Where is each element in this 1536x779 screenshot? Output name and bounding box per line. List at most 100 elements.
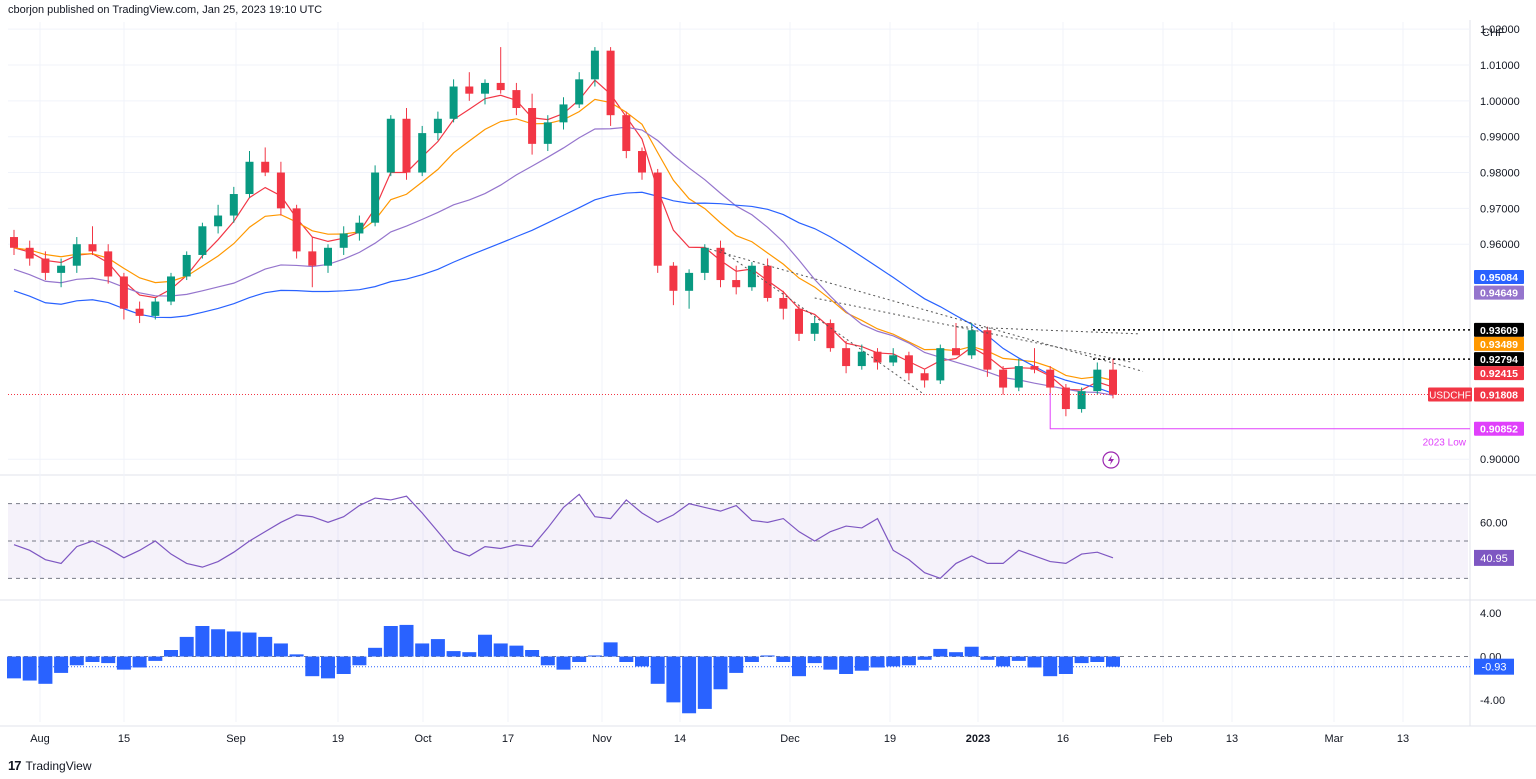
sma_purple-line bbox=[13, 126, 1114, 396]
candle-down bbox=[528, 108, 537, 144]
candle-down bbox=[292, 208, 301, 252]
price-label-value: 0.92415 bbox=[1480, 368, 1518, 380]
macd-histogram-bar bbox=[179, 636, 194, 657]
macd-histogram-bar bbox=[415, 643, 430, 657]
currency-label: CHF bbox=[1482, 27, 1505, 39]
macd-histogram-bar bbox=[540, 656, 555, 666]
macd-histogram-bar bbox=[101, 656, 116, 664]
candle-down bbox=[795, 308, 803, 334]
candle-up bbox=[1093, 369, 1102, 392]
price-label-value: 0.95084 bbox=[1480, 272, 1518, 284]
macd-histogram-bar bbox=[446, 651, 461, 657]
price-label-box bbox=[1474, 387, 1524, 402]
candle-down bbox=[904, 355, 913, 374]
price-label-box bbox=[1474, 322, 1524, 337]
time-tick-label: 15 bbox=[118, 733, 130, 745]
macd-histogram-bar bbox=[116, 656, 131, 670]
candle-up bbox=[889, 355, 898, 363]
candle-down bbox=[135, 308, 144, 316]
macd-histogram-bar bbox=[996, 656, 1011, 667]
candle-up bbox=[57, 265, 66, 273]
candle-up bbox=[418, 133, 427, 173]
trendline bbox=[720, 249, 925, 396]
macd-histogram-bar bbox=[7, 656, 21, 679]
candle-down bbox=[308, 251, 317, 266]
macd-histogram-bar bbox=[666, 656, 681, 703]
time-tick-label: Aug bbox=[30, 733, 50, 745]
price-tick-label: 0.98000 bbox=[1480, 168, 1520, 180]
macd-histogram-bar bbox=[85, 656, 100, 662]
time-tick-label: Feb bbox=[1154, 733, 1173, 745]
candle-up bbox=[245, 161, 254, 195]
macd-histogram-bar bbox=[305, 656, 320, 677]
macd-histogram-bar bbox=[336, 656, 351, 674]
macd-histogram-bar bbox=[744, 656, 759, 662]
macd-histogram-bar bbox=[69, 656, 84, 666]
macd-histogram-bar bbox=[462, 652, 477, 657]
time-tick-label: 17 bbox=[502, 733, 514, 745]
candle-down bbox=[716, 247, 725, 281]
time-tick-label: 2023 bbox=[966, 733, 990, 745]
tradingview-brand: TradingView bbox=[25, 758, 92, 773]
macd-value-box bbox=[1474, 658, 1514, 675]
macd-histogram-bar bbox=[697, 656, 712, 709]
candle-up bbox=[324, 247, 332, 266]
candle-up bbox=[685, 272, 694, 291]
macd-histogram-bar bbox=[713, 656, 728, 690]
tradingview-logo[interactable]: 17 TradingView bbox=[8, 758, 92, 773]
macd-histogram-bar bbox=[289, 654, 304, 657]
macd-histogram-bar bbox=[258, 636, 273, 657]
candle-up bbox=[355, 222, 364, 234]
macd-histogram-bar bbox=[399, 624, 414, 657]
macd-histogram-bar bbox=[273, 643, 288, 657]
candle-down bbox=[261, 161, 270, 173]
candle-up bbox=[810, 323, 819, 334]
price-label-value: 0.93489 bbox=[1480, 339, 1518, 351]
macd-histogram-bar bbox=[430, 639, 445, 657]
macd-histogram-bar bbox=[132, 656, 147, 668]
price-label-value: 0.90852 bbox=[1480, 424, 1518, 436]
candle-down bbox=[25, 247, 34, 259]
macd-histogram-bar bbox=[1090, 656, 1105, 662]
macd-histogram-bar bbox=[368, 647, 383, 657]
candle-up bbox=[449, 86, 458, 119]
macd-histogram-bar bbox=[1058, 656, 1073, 674]
candle-down bbox=[920, 373, 929, 381]
macd-histogram-bar bbox=[635, 656, 649, 667]
macd-histogram-bar bbox=[933, 648, 948, 657]
macd-histogram-bar bbox=[226, 631, 241, 657]
macd-histogram-bar bbox=[22, 656, 37, 681]
candle-down bbox=[763, 265, 772, 298]
candle-up bbox=[857, 351, 866, 367]
candle-down bbox=[104, 251, 113, 277]
price-tick-label: 0.96000 bbox=[1480, 239, 1520, 251]
rsi-line bbox=[13, 493, 1114, 580]
candle-up bbox=[339, 233, 348, 248]
candle-down bbox=[496, 82, 505, 91]
macd-histogram-bar bbox=[964, 646, 979, 657]
candle-up bbox=[481, 82, 489, 94]
time-tick-label: 19 bbox=[884, 733, 896, 745]
candle-down bbox=[622, 115, 631, 152]
macd-histogram-bar bbox=[949, 652, 963, 657]
macd-histogram-bar bbox=[807, 656, 822, 664]
macd-histogram-bar bbox=[54, 656, 69, 673]
trendline bbox=[814, 297, 1134, 363]
trendline bbox=[704, 247, 1144, 372]
year-low-line bbox=[1049, 392, 1470, 430]
event-lightning-icon bbox=[1102, 451, 1120, 469]
macd-histogram-bar bbox=[352, 656, 367, 666]
macd-histogram-bar bbox=[195, 626, 210, 657]
macd-tick-label: 4.00 bbox=[1480, 608, 1501, 620]
candle-down bbox=[873, 351, 882, 363]
macd-histogram-bar bbox=[1106, 656, 1120, 667]
candle-up bbox=[151, 301, 160, 316]
candle-up bbox=[590, 50, 599, 80]
candle-down bbox=[669, 265, 678, 291]
candle-down bbox=[1030, 366, 1039, 370]
candle-down bbox=[1109, 369, 1117, 395]
price-label-box bbox=[1474, 336, 1524, 351]
candle-up bbox=[747, 265, 756, 288]
rsi-tick-label: 60.00 bbox=[1480, 517, 1508, 529]
